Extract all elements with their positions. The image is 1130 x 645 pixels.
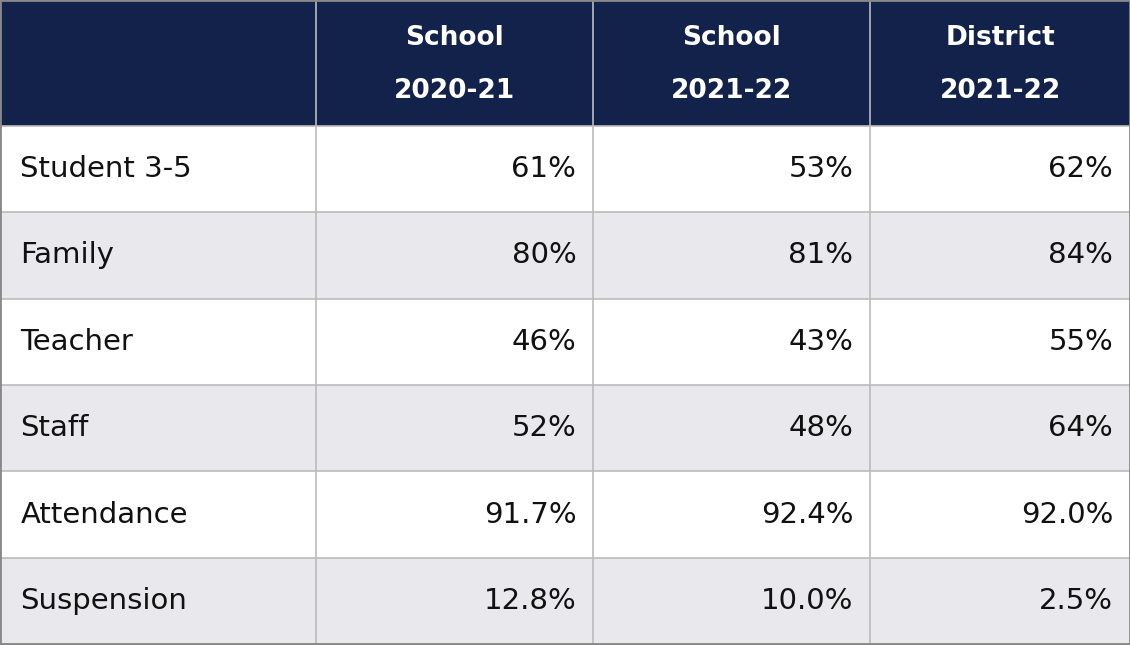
Bar — [0, 126, 316, 212]
Text: District: District — [945, 25, 1055, 51]
Text: 52%: 52% — [512, 414, 576, 442]
Bar — [593, 558, 870, 644]
Bar — [0, 299, 316, 385]
Bar — [0, 0, 316, 126]
Bar — [0, 471, 316, 558]
Bar — [0, 385, 316, 471]
Text: School: School — [683, 25, 781, 51]
Bar — [0, 558, 316, 644]
Text: School: School — [406, 25, 504, 51]
Bar — [316, 126, 593, 212]
Text: 92.4%: 92.4% — [760, 501, 853, 529]
Text: 43%: 43% — [789, 328, 853, 356]
Text: 46%: 46% — [512, 328, 576, 356]
Bar — [870, 0, 1130, 126]
Bar — [870, 299, 1130, 385]
Text: Attendance: Attendance — [20, 501, 188, 529]
Bar — [870, 212, 1130, 299]
Text: 53%: 53% — [789, 155, 853, 183]
Text: 55%: 55% — [1049, 328, 1113, 356]
Bar — [0, 212, 316, 299]
Text: 84%: 84% — [1049, 241, 1113, 270]
Text: 92.0%: 92.0% — [1020, 501, 1113, 529]
Text: 80%: 80% — [512, 241, 576, 270]
Bar — [593, 0, 870, 126]
Bar — [593, 212, 870, 299]
Text: 91.7%: 91.7% — [484, 501, 576, 529]
Text: 81%: 81% — [788, 241, 853, 270]
Bar — [593, 299, 870, 385]
Text: Teacher: Teacher — [20, 328, 133, 356]
Bar — [593, 126, 870, 212]
Bar — [316, 471, 593, 558]
Text: Family: Family — [20, 241, 114, 270]
Bar — [316, 212, 593, 299]
Text: 2020-21: 2020-21 — [394, 77, 515, 104]
Bar — [316, 385, 593, 471]
Text: 2021-22: 2021-22 — [939, 77, 1061, 104]
Bar — [316, 0, 593, 126]
Text: 2.5%: 2.5% — [1040, 587, 1113, 615]
Text: Staff: Staff — [20, 414, 89, 442]
Text: 48%: 48% — [789, 414, 853, 442]
Bar — [316, 299, 593, 385]
Text: 61%: 61% — [512, 155, 576, 183]
Bar — [593, 385, 870, 471]
Text: 10.0%: 10.0% — [760, 587, 853, 615]
Text: Suspension: Suspension — [20, 587, 188, 615]
Text: Student 3-5: Student 3-5 — [20, 155, 192, 183]
Bar — [316, 558, 593, 644]
Bar — [870, 126, 1130, 212]
Text: 12.8%: 12.8% — [484, 587, 576, 615]
Bar — [870, 558, 1130, 644]
Text: 64%: 64% — [1049, 414, 1113, 442]
Bar — [593, 471, 870, 558]
Bar — [870, 385, 1130, 471]
Text: 62%: 62% — [1049, 155, 1113, 183]
Bar — [870, 471, 1130, 558]
Text: 2021-22: 2021-22 — [671, 77, 792, 104]
